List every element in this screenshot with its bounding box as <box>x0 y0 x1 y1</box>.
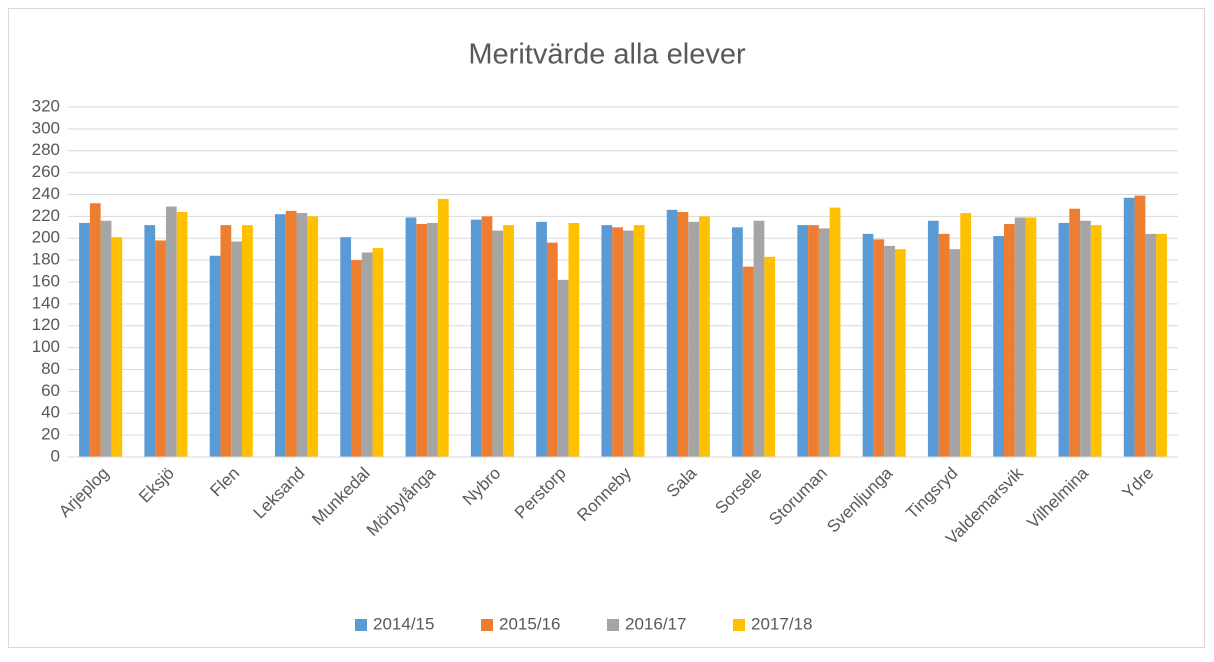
bar <box>492 230 504 457</box>
bar <box>372 248 384 457</box>
bar <box>155 240 166 457</box>
bar <box>699 216 710 457</box>
bar <box>1003 224 1015 457</box>
y-tick-label: 100 <box>32 337 60 356</box>
legend-label: 2014/15 <box>373 614 434 633</box>
bar <box>753 220 765 457</box>
bar <box>546 242 558 457</box>
bar <box>927 220 939 457</box>
bar <box>612 227 623 457</box>
legend-swatch <box>607 619 619 631</box>
bar <box>1156 233 1167 457</box>
bar <box>818 228 830 457</box>
bar <box>1014 217 1026 457</box>
bar <box>829 207 841 457</box>
bar <box>1080 220 1091 457</box>
bar <box>764 256 776 457</box>
bar <box>894 249 906 457</box>
bar <box>427 222 438 457</box>
bar <box>1090 225 1102 457</box>
y-tick-label: 280 <box>32 140 60 159</box>
legend-label: 2015/16 <box>499 614 560 633</box>
y-tick-label: 40 <box>41 403 60 422</box>
bar <box>732 227 743 457</box>
bar <box>557 279 569 457</box>
y-tick-label: 320 <box>32 96 60 115</box>
bar <box>111 237 123 457</box>
legend-swatch <box>355 619 367 631</box>
bar <box>873 239 885 457</box>
bar <box>231 241 243 457</box>
bar <box>437 198 449 457</box>
bar <box>481 216 493 457</box>
bar <box>862 233 874 457</box>
y-tick-label: 300 <box>32 118 60 137</box>
bar <box>176 212 188 457</box>
y-tick-label: 60 <box>41 381 60 400</box>
bar <box>274 214 286 457</box>
bar <box>242 225 253 457</box>
bar <box>209 255 221 457</box>
legend-swatch <box>481 619 493 631</box>
bar <box>960 213 972 457</box>
bar <box>1058 222 1070 457</box>
bar <box>623 230 634 457</box>
bar <box>601 225 613 457</box>
bar <box>405 217 417 457</box>
y-tick-label: 160 <box>32 271 60 290</box>
legend-label: 2017/18 <box>751 614 812 633</box>
bar <box>1069 208 1081 457</box>
y-tick-label: 0 <box>51 446 60 465</box>
y-tick-label: 20 <box>41 425 60 444</box>
bar <box>416 224 428 457</box>
legend-swatch <box>733 619 745 631</box>
bar <box>285 210 297 457</box>
legend-label: 2016/17 <box>625 614 686 633</box>
bar <box>296 213 308 457</box>
chart-title: Meritvärde alla elever <box>468 39 746 71</box>
y-tick-label: 200 <box>32 228 60 247</box>
bar <box>1145 233 1157 457</box>
y-tick-label: 260 <box>32 162 60 181</box>
bar <box>797 225 809 457</box>
bar <box>100 220 112 457</box>
y-tick-label: 180 <box>32 250 60 269</box>
bar <box>1123 197 1135 457</box>
y-tick-label: 220 <box>32 206 60 225</box>
bar <box>89 203 101 457</box>
y-tick-label: 80 <box>41 359 60 378</box>
bar <box>165 206 177 457</box>
y-tick-label: 120 <box>32 315 60 334</box>
y-tick-label: 240 <box>32 184 60 203</box>
bar <box>688 221 700 457</box>
bar <box>808 225 819 457</box>
bar <box>1025 217 1037 457</box>
bar <box>633 225 645 457</box>
bar <box>351 260 362 457</box>
bar <box>677 212 689 457</box>
bar <box>503 225 514 457</box>
bar <box>340 237 352 457</box>
bar <box>536 221 547 457</box>
bar <box>220 225 232 457</box>
bar <box>361 252 373 457</box>
bar <box>470 219 482 457</box>
bar <box>307 216 319 457</box>
bar <box>79 222 90 457</box>
bar <box>144 225 156 457</box>
bar <box>742 266 754 457</box>
bar <box>884 245 895 457</box>
bar <box>568 222 580 457</box>
bar <box>993 236 1004 457</box>
y-tick-label: 140 <box>32 293 60 312</box>
bar <box>1134 195 1146 457</box>
bar <box>949 249 961 457</box>
bar <box>666 209 678 457</box>
bar <box>938 233 950 457</box>
